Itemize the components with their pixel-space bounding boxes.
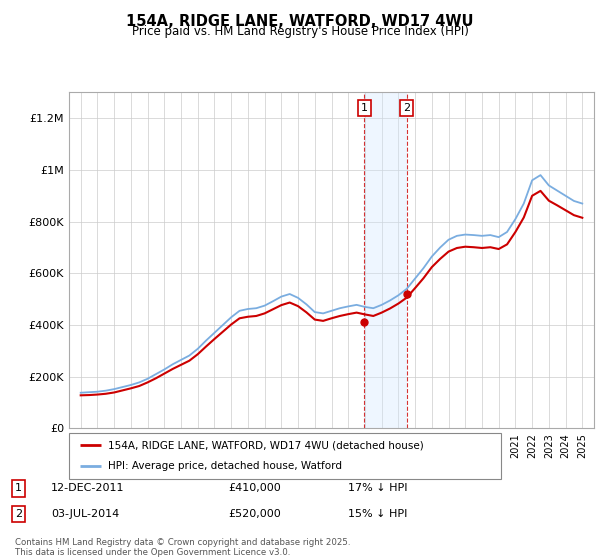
Text: 1: 1 [361, 103, 368, 113]
Text: 12-DEC-2011: 12-DEC-2011 [51, 483, 125, 493]
Text: 03-JUL-2014: 03-JUL-2014 [51, 509, 119, 519]
Text: 154A, RIDGE LANE, WATFORD, WD17 4WU: 154A, RIDGE LANE, WATFORD, WD17 4WU [126, 14, 474, 29]
Text: 154A, RIDGE LANE, WATFORD, WD17 4WU (detached house): 154A, RIDGE LANE, WATFORD, WD17 4WU (det… [108, 440, 424, 450]
Text: 15% ↓ HPI: 15% ↓ HPI [348, 509, 407, 519]
Text: 2: 2 [15, 509, 22, 519]
FancyBboxPatch shape [69, 433, 501, 479]
Text: Contains HM Land Registry data © Crown copyright and database right 2025.
This d: Contains HM Land Registry data © Crown c… [15, 538, 350, 557]
Text: 2: 2 [403, 103, 410, 113]
Bar [364, 92, 407, 428]
Text: Price paid vs. HM Land Registry's House Price Index (HPI): Price paid vs. HM Land Registry's House … [131, 25, 469, 38]
Text: £410,000: £410,000 [228, 483, 281, 493]
Text: 1: 1 [15, 483, 22, 493]
Text: 17% ↓ HPI: 17% ↓ HPI [348, 483, 407, 493]
Text: £520,000: £520,000 [228, 509, 281, 519]
Text: HPI: Average price, detached house, Watford: HPI: Average price, detached house, Watf… [108, 461, 342, 472]
